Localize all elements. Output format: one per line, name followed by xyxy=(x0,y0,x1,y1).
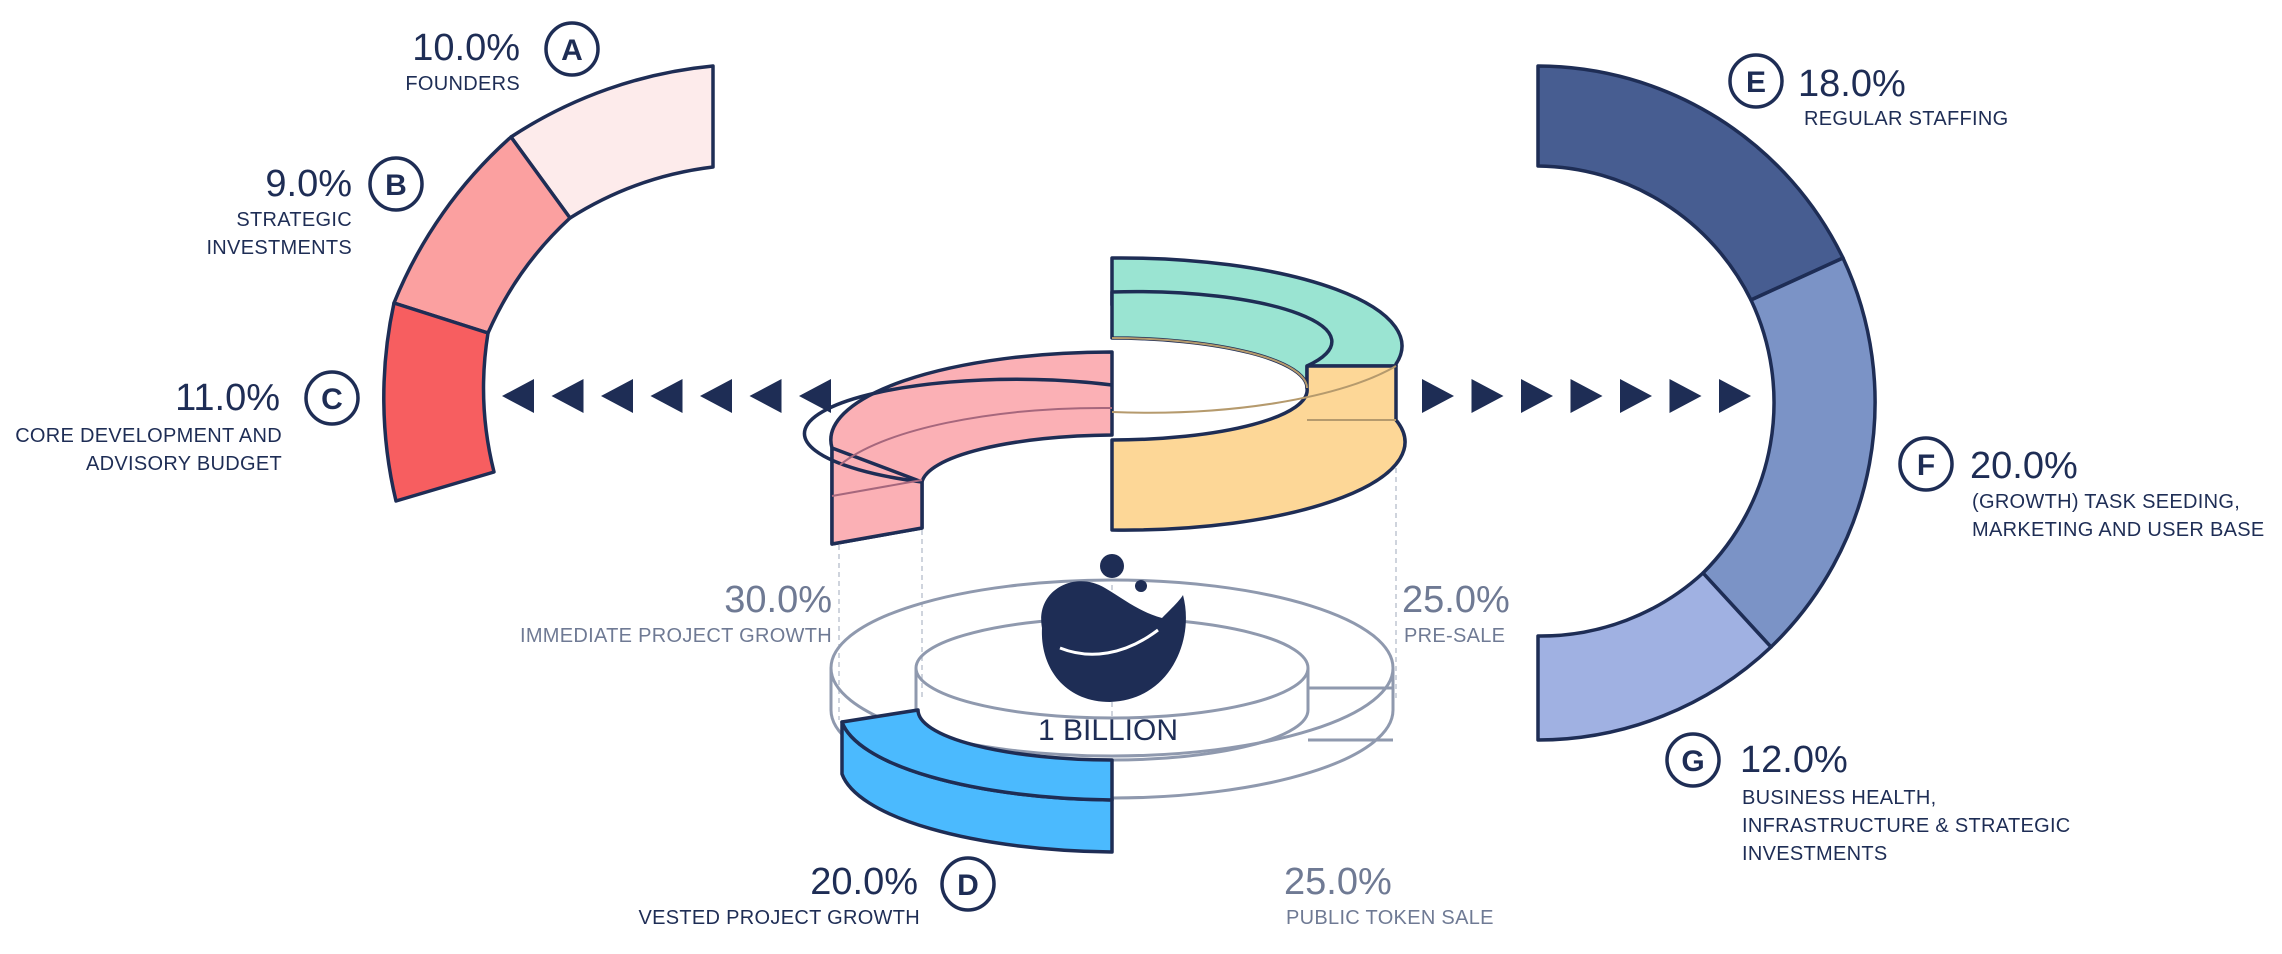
badge-f xyxy=(1898,436,1954,492)
svg-text:A: A xyxy=(561,34,583,67)
right-arrow-icon xyxy=(1719,379,1751,413)
label-strategic-investments: 9.0% STRATEGIC INVESTMENTS B xyxy=(206,156,424,259)
badge-e xyxy=(1728,53,1784,109)
svg-text:12.0%: 12.0% xyxy=(1740,739,1848,781)
svg-text:INVESTMENTS: INVESTMENTS xyxy=(206,237,352,259)
left-arrow-icon xyxy=(749,379,782,413)
right-arc xyxy=(1536,64,1877,742)
svg-text:FOUNDERS: FOUNDERS xyxy=(405,73,520,95)
left-arrow-icon xyxy=(601,379,633,413)
label-public-token-sale: 25.0% PUBLIC TOKEN SALE xyxy=(1284,861,1494,929)
svg-text:25.0%: 25.0% xyxy=(1402,579,1510,621)
label-business-health: G 12.0% BUSINESS HEALTH, INFRASTRUCTURE … xyxy=(1665,732,2071,865)
right-arrow-icon xyxy=(1669,379,1702,413)
svg-text:E: E xyxy=(1746,66,1766,99)
svg-text:MARKETING AND USER BASE: MARKETING AND USER BASE xyxy=(1972,519,2265,541)
total-supply-label: 1 BILLION xyxy=(1038,714,1178,747)
svg-text:20.0%: 20.0% xyxy=(810,861,918,903)
svg-text:18.0%: 18.0% xyxy=(1798,63,1906,105)
left-arrow-icon xyxy=(551,379,584,413)
arc-segment-core-development xyxy=(382,301,496,503)
label-growth-task-seeding: F 20.0% (GROWTH) TASK SEEDING, MARKETING… xyxy=(1898,436,2265,541)
left-arrow-icon xyxy=(502,379,534,413)
right-arrow-row xyxy=(1422,379,1751,413)
svg-text:20.0%: 20.0% xyxy=(1970,445,2078,487)
badge-g xyxy=(1665,732,1721,788)
svg-text:STRATEGIC: STRATEGIC xyxy=(236,209,352,231)
left-arrow-icon xyxy=(700,379,732,413)
svg-text:D: D xyxy=(957,869,979,902)
right-arrow-icon xyxy=(1471,379,1504,413)
badge-a xyxy=(544,21,600,77)
logo-icon xyxy=(1041,554,1186,702)
presale-public-sale-3d-segments xyxy=(1110,256,1407,532)
svg-text:ADVISORY BUDGET: ADVISORY BUDGET xyxy=(86,453,282,475)
svg-text:BUSINESS HEALTH,: BUSINESS HEALTH, xyxy=(1742,787,1936,809)
left-arrow-icon xyxy=(650,379,683,413)
left-arrow-icon xyxy=(799,379,831,413)
svg-text:VESTED PROJECT GROWTH: VESTED PROJECT GROWTH xyxy=(638,907,920,929)
svg-text:B: B xyxy=(385,169,407,202)
svg-text:30.0%: 30.0% xyxy=(724,579,832,621)
label-founders: 10.0% FOUNDERS A xyxy=(405,21,600,95)
badge-d xyxy=(940,856,996,912)
label-vested-project-growth: 20.0% VESTED PROJECT GROWTH D xyxy=(638,856,996,929)
svg-text:10.0%: 10.0% xyxy=(412,27,520,69)
svg-text:REGULAR STAFFING: REGULAR STAFFING xyxy=(1804,108,2008,130)
svg-text:(GROWTH) TASK SEEDING,: (GROWTH) TASK SEEDING, xyxy=(1972,491,2240,513)
svg-text:PUBLIC TOKEN SALE: PUBLIC TOKEN SALE xyxy=(1286,907,1494,929)
badge-c xyxy=(304,370,360,426)
svg-text:F: F xyxy=(1917,449,1935,482)
label-core-development: 11.0% CORE DEVELOPMENT AND ADVISORY BUDG… xyxy=(15,370,360,475)
immediate-growth-3d-segment xyxy=(802,350,1114,546)
label-regular-staffing: E 18.0% REGULAR STAFFING xyxy=(1728,53,2008,130)
svg-text:IMMEDIATE PROJECT GROWTH: IMMEDIATE PROJECT GROWTH xyxy=(520,625,832,647)
svg-text:9.0%: 9.0% xyxy=(265,163,352,205)
svg-text:11.0%: 11.0% xyxy=(175,377,280,419)
arc-segment-business-health xyxy=(1536,571,1773,742)
svg-text:CORE DEVELOPMENT AND: CORE DEVELOPMENT AND xyxy=(15,425,282,447)
svg-text:G: G xyxy=(1681,745,1704,778)
right-arrow-icon xyxy=(1620,379,1652,413)
right-arrow-icon xyxy=(1570,379,1603,413)
svg-text:25.0%: 25.0% xyxy=(1284,861,1392,903)
svg-text:C: C xyxy=(321,383,343,416)
svg-text:INFRASTRUCTURE & STRATEGIC: INFRASTRUCTURE & STRATEGIC xyxy=(1742,815,2071,837)
label-pre-sale: 25.0% PRE-SALE xyxy=(1402,579,1510,647)
badge-b xyxy=(368,156,424,212)
left-arrow-row xyxy=(502,379,831,413)
right-arrow-icon xyxy=(1422,379,1454,413)
label-immediate-project-growth: 30.0% IMMEDIATE PROJECT GROWTH xyxy=(520,579,832,647)
arc-segment-growth-task-seeding xyxy=(1701,256,1877,649)
svg-text:PRE-SALE: PRE-SALE xyxy=(1404,625,1505,647)
right-arrow-icon xyxy=(1521,379,1553,413)
vested-growth-segment xyxy=(840,708,1114,854)
svg-text:INVESTMENTS: INVESTMENTS xyxy=(1742,843,1888,865)
left-arc xyxy=(382,64,715,503)
